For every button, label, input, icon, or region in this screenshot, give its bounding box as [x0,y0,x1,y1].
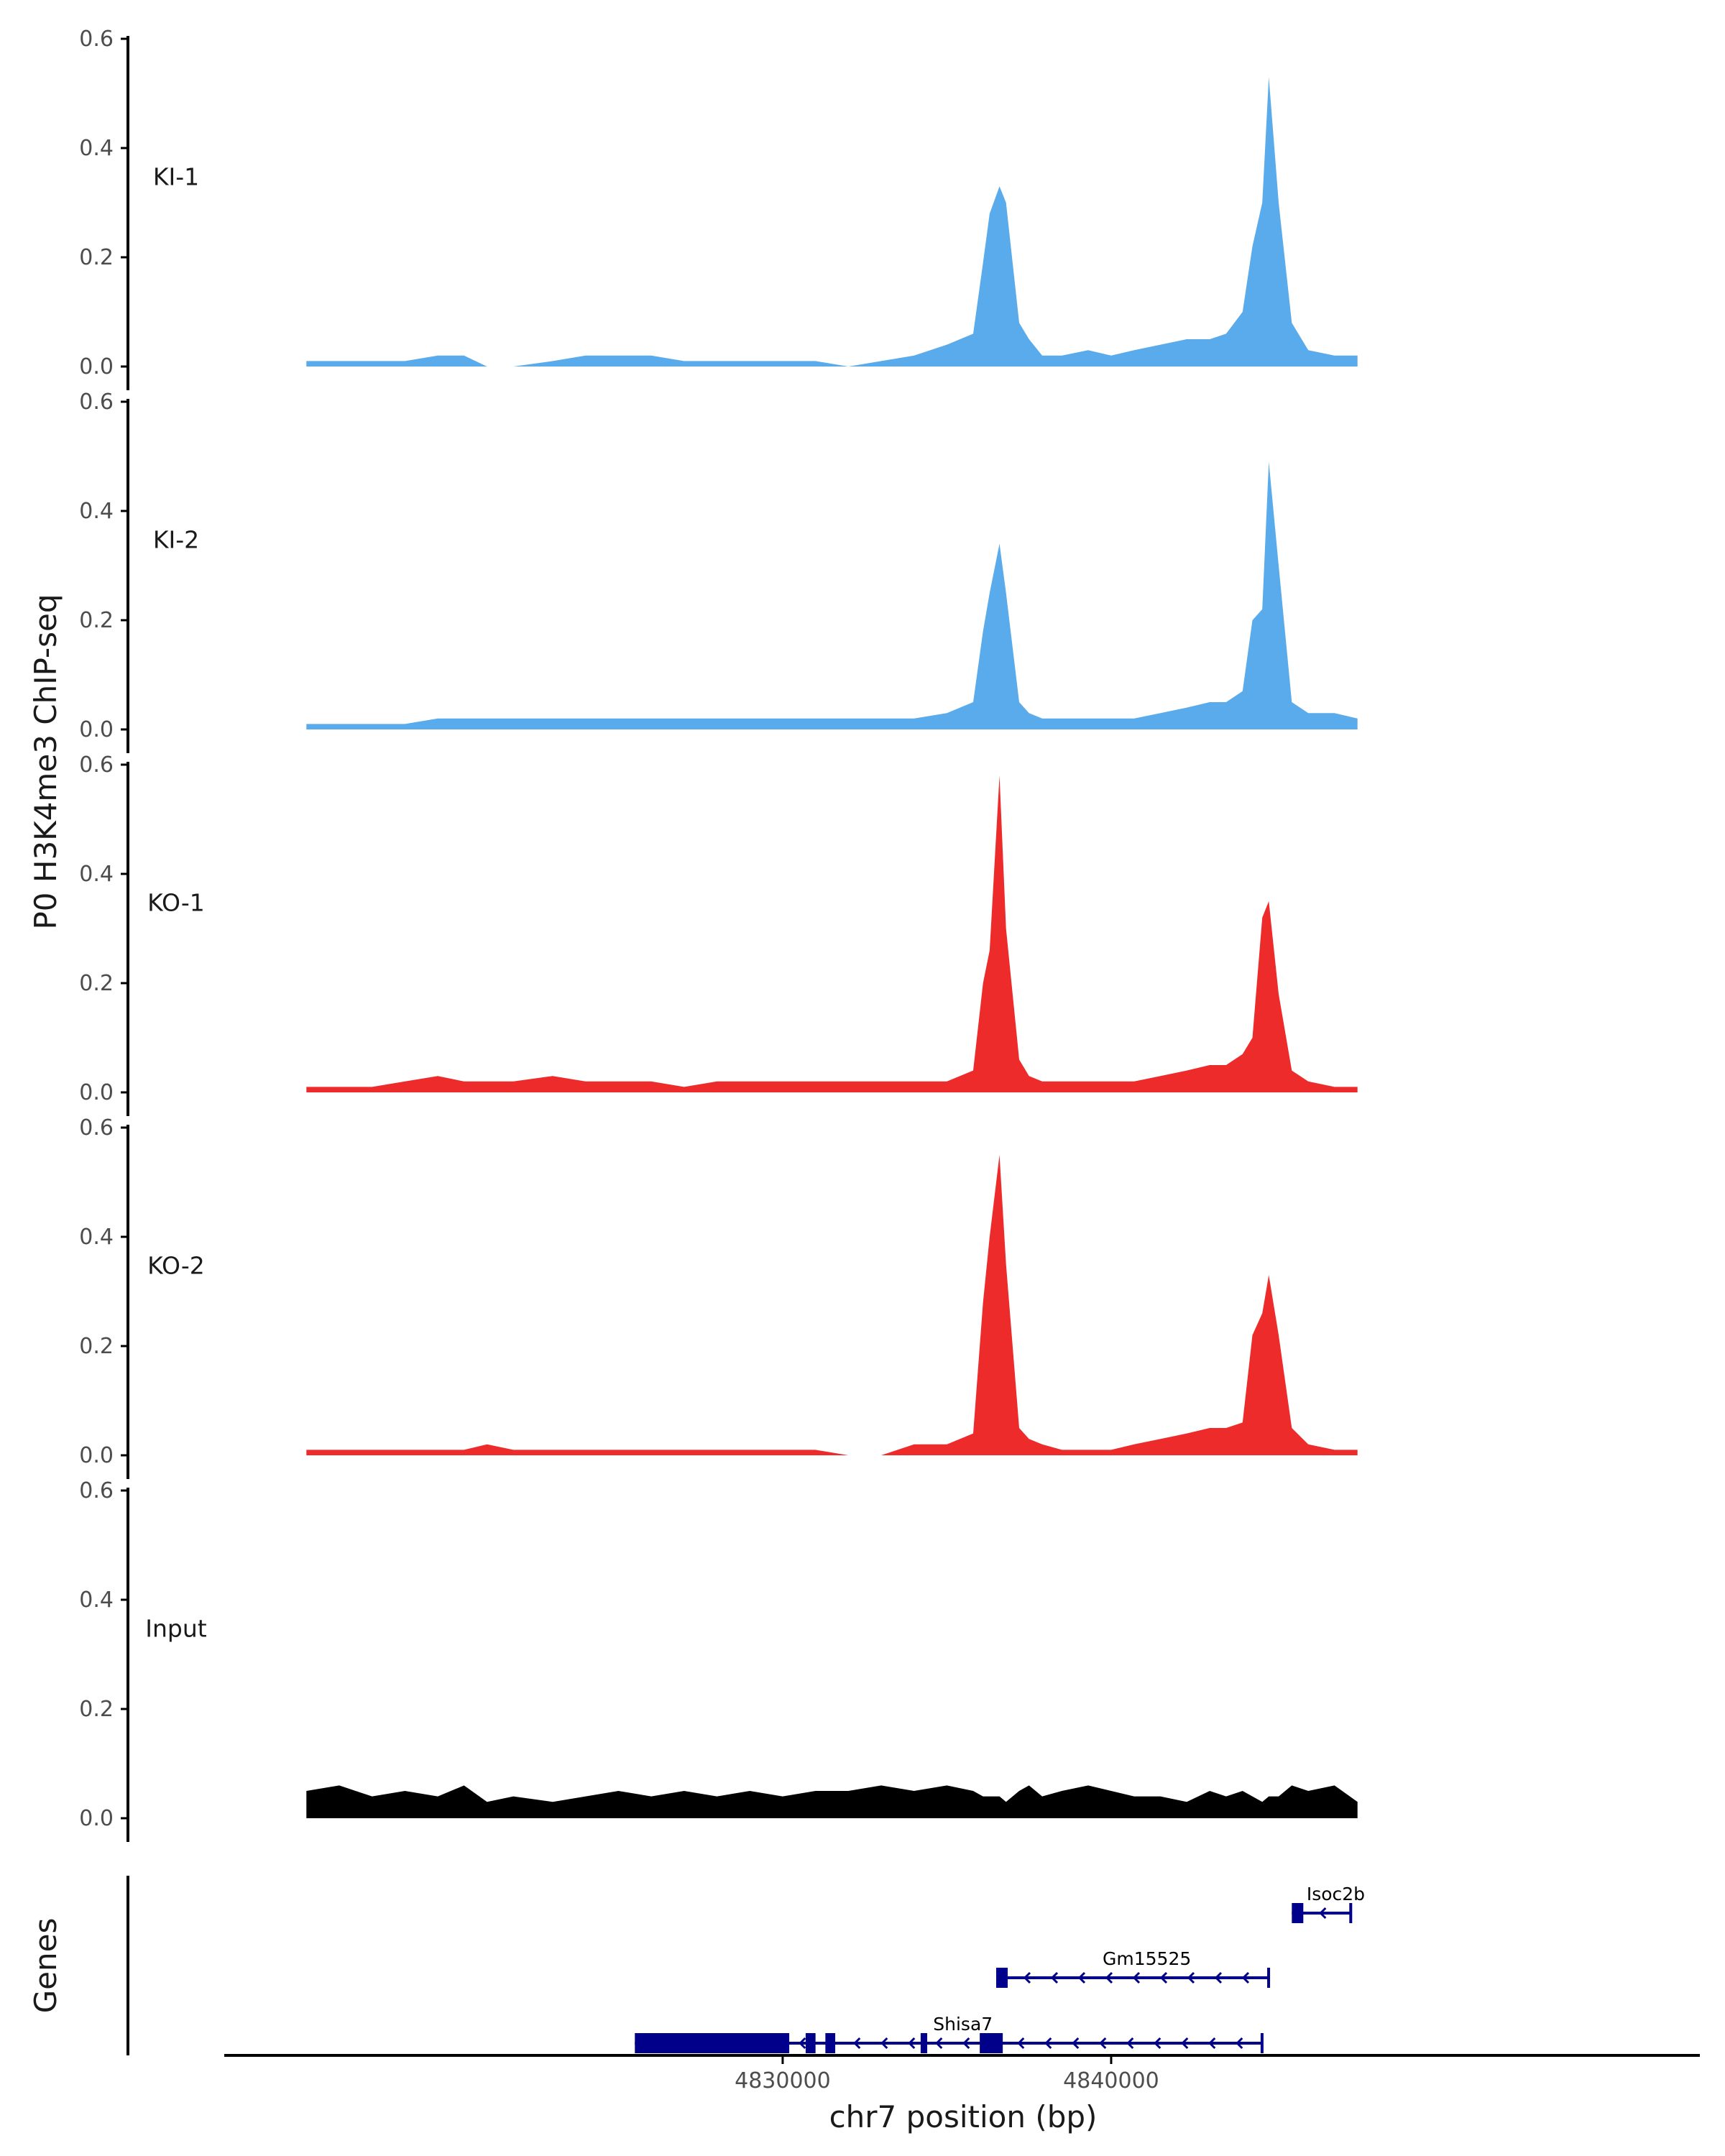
strand-arrow [799,2037,806,2050]
strand-arrow [853,2037,861,2050]
y-tick-label: 0.6 [79,1478,114,1503]
track-ko-1: 0.0 0.2 0.4 0.6 KO-1 [79,752,1358,1116]
genes-panel-title: Genes [28,1918,63,2014]
gene-exon [1349,1903,1353,1923]
gene-exon [920,2033,928,2053]
strand-arrow [1077,1971,1086,1984]
y-tick-label: 0.0 [79,717,114,742]
y-tick-label: 0.0 [79,1080,114,1105]
signal-area [306,1785,1358,1818]
y-tick-label: 0.6 [79,1115,114,1141]
y-tick-label: 0.0 [79,1806,114,1831]
gene-exon [980,2033,1003,2053]
x-tick-label: 4840000 [1063,2068,1159,2093]
track-ki-2: 0.0 0.2 0.4 0.6 KI-2 [79,390,1358,753]
signal-area [306,775,1358,1092]
gene-annotation-panel: Isoc2b Gm15525 Shisa7 [126,1876,1365,2055]
strand-arrow [908,2037,916,2050]
track-label: KO-1 [147,889,205,917]
strand-arrow [880,2037,888,2050]
gene-exon [1260,2033,1264,2053]
signal-tracks: 0.00.20.40.6KI-10.00.20.40.6KI-20.00.20.… [79,27,1358,1842]
y-tick-label: 0.4 [79,1588,114,1613]
strand-arrow [935,2037,943,2050]
strand-arrow [1050,1971,1059,1984]
y-axis-title: P0 H3K4me3 ChIP-seq [28,594,63,929]
y-tick-label: 0.4 [79,862,114,887]
y-tick-label: 0.6 [79,752,114,778]
strand-arrow [1236,2037,1243,2050]
strand-arrow [1072,2037,1080,2050]
y-tick-label: 0.2 [79,1334,114,1359]
strand-arrow [1023,1971,1031,1984]
track-label: KI-1 [153,163,199,191]
strand-arrow [1159,1971,1168,1984]
strand-arrow [962,2037,970,2050]
strand-arrow [1105,1971,1113,1984]
gene-label: Gm15525 [1103,1948,1191,1969]
strand-arrow [1187,1971,1195,1984]
y-tick-label: 0.6 [79,27,114,52]
track-ki-1: 0.0 0.2 0.4 0.6 KI-1 [79,27,1358,390]
gene-isoc2b: Isoc2b [1292,1884,1365,1923]
signal-area [306,461,1358,729]
x-axis-title: chr7 position (bp) [829,2099,1098,2134]
strand-arrow [1017,2037,1025,2050]
y-tick-label: 0.2 [79,608,114,633]
gene-exon [1292,1903,1304,1923]
strand-arrow [1044,2037,1052,2050]
strand-arrow [1214,1971,1223,1984]
x-tick-label: 4830000 [735,2068,831,2093]
gene-exon [996,1968,1008,1988]
gene-exon [825,2033,836,2053]
track-label: KO-2 [147,1252,205,1280]
y-tick-label: 0.6 [79,390,114,415]
gene-label: Isoc2b [1307,1884,1365,1904]
gene-shisa7: Shisa7 [635,2014,1264,2053]
track-label: Input [145,1615,207,1643]
y-tick-label: 0.0 [79,354,114,379]
signal-area [306,1155,1358,1455]
y-tick-label: 0.2 [79,971,114,996]
x-axis: 4830000 4840000 [224,2054,1700,2093]
y-tick-label: 0.2 [79,1697,114,1722]
strand-arrow [1154,2037,1162,2050]
track-label: KI-2 [153,526,199,554]
y-tick-label: 0.0 [79,1443,114,1468]
gene-gm15525: Gm15525 [996,1948,1271,1988]
y-tick-label: 0.2 [79,245,114,270]
track-ko-2: 0.0 0.2 0.4 0.6 KO-2 [79,1115,1358,1479]
strand-arrow [1132,1971,1141,1984]
gene-exon [1267,1968,1271,1988]
strand-arrow [1319,1907,1327,1920]
y-tick-label: 0.4 [79,1225,114,1250]
gene-exon [635,2033,790,2053]
y-tick-label: 0.4 [79,499,114,524]
strand-arrow [1241,1971,1250,1984]
strand-arrow [1126,2037,1134,2050]
track-input: 0.0 0.2 0.4 0.6 Input [79,1478,1358,1842]
strand-arrow [1099,2037,1107,2050]
strand-arrow [1181,2037,1189,2050]
signal-area [306,77,1358,367]
y-tick-label: 0.4 [79,136,114,161]
gene-exon [805,2033,816,2053]
gene-label: Shisa7 [933,2014,993,2035]
strand-arrow [1208,2037,1216,2050]
